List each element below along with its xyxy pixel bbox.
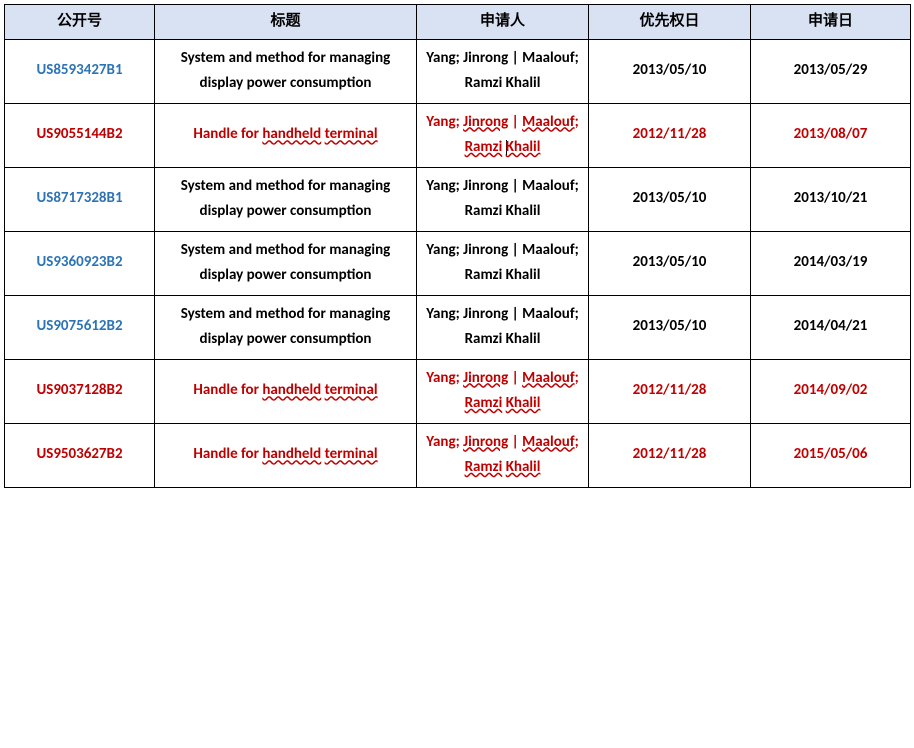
- cell-pub: US9360923B2: [5, 231, 155, 295]
- table-row: US9055144B2 Handle for handheld terminalY…: [5, 103, 911, 167]
- cell-title: System and method for managing display p…: [155, 167, 417, 231]
- col-header-title: 标题: [155, 5, 417, 40]
- cell-app-date: 2013/05/29: [751, 39, 911, 103]
- publication-number[interactable]: US9360923B2: [36, 253, 122, 271]
- cell-applicant: Yang; Jinrong | Maalouf; Ramzi Khalil: [417, 359, 589, 423]
- cell-priority-date: 2012/11/28: [589, 423, 751, 487]
- cell-applicant: Yang; Jinrong | Maalouf; Ramzi Khalil: [417, 423, 589, 487]
- publication-number[interactable]: US8717328B1: [36, 189, 122, 207]
- table-header-row: 公开号 标题 申请人 优先权日 申请日: [5, 5, 911, 40]
- table-row: US9037128B2 Handle for handheld terminalY…: [5, 359, 911, 423]
- publication-number[interactable]: US9055144B2: [36, 125, 122, 143]
- cell-applicant: Yang; Jinrong | Maalouf; Ramzi Khalil: [417, 295, 589, 359]
- cell-pub: US8593427B1: [5, 39, 155, 103]
- table-row: US9360923B2 System and method for managin…: [5, 231, 911, 295]
- cell-app-date: 2013/10/21: [751, 167, 911, 231]
- cell-title: Handle for handheld terminal: [155, 103, 417, 167]
- cell-pub: US9055144B2: [5, 103, 155, 167]
- cell-app-date: 2015/05/06: [751, 423, 911, 487]
- publication-number[interactable]: US9037128B2: [36, 381, 122, 399]
- cell-applicant: Yang; Jinrong | Maalouf; Ramzi Khalil: [417, 39, 589, 103]
- cell-applicant: Yang; Jinrong | Maalouf; Ramzi Khalil: [417, 103, 589, 167]
- publication-number[interactable]: US8593427B1: [36, 61, 122, 79]
- cell-title: System and method for managing display p…: [155, 231, 417, 295]
- cell-pub: US9037128B2: [5, 359, 155, 423]
- col-header-applicant: 申请人: [417, 5, 589, 40]
- cell-title: System and method for managing display p…: [155, 39, 417, 103]
- table-row: US9503627B2 Handle for handheld terminalY…: [5, 423, 911, 487]
- cell-title: Handle for handheld terminal: [155, 359, 417, 423]
- table-row: US8717328B1 System and method for managin…: [5, 167, 911, 231]
- publication-number[interactable]: US9075612B2: [36, 317, 122, 335]
- cell-priority-date: 2013/05/10: [589, 167, 751, 231]
- table-row: US8593427B1 System and method for managin…: [5, 39, 911, 103]
- col-header-appdate: 申请日: [751, 5, 911, 40]
- cell-title: Handle for handheld terminal: [155, 423, 417, 487]
- cell-app-date: 2014/03/19: [751, 231, 911, 295]
- cell-app-date: 2014/04/21: [751, 295, 911, 359]
- patent-table: 公开号 标题 申请人 优先权日 申请日 US8593427B1 System an…: [4, 4, 911, 488]
- cell-pub: US8717328B1: [5, 167, 155, 231]
- cell-app-date: 2014/09/02: [751, 359, 911, 423]
- cell-applicant: Yang; Jinrong | Maalouf; Ramzi Khalil: [417, 231, 589, 295]
- cell-priority-date: 2012/11/28: [589, 103, 751, 167]
- cell-priority-date: 2013/05/10: [589, 39, 751, 103]
- cell-priority-date: 2013/05/10: [589, 295, 751, 359]
- cell-pub: US9075612B2: [5, 295, 155, 359]
- col-header-pub: 公开号: [5, 5, 155, 40]
- table-row: US9075612B2 System and method for managin…: [5, 295, 911, 359]
- cell-priority-date: 2013/05/10: [589, 231, 751, 295]
- publication-number[interactable]: US9503627B2: [36, 445, 122, 463]
- cell-app-date: 2013/08/07: [751, 103, 911, 167]
- cell-pub: US9503627B2: [5, 423, 155, 487]
- cell-applicant: Yang; Jinrong | Maalouf; Ramzi Khalil: [417, 167, 589, 231]
- cell-priority-date: 2012/11/28: [589, 359, 751, 423]
- col-header-priority: 优先权日: [589, 5, 751, 40]
- cell-title: System and method for managing display p…: [155, 295, 417, 359]
